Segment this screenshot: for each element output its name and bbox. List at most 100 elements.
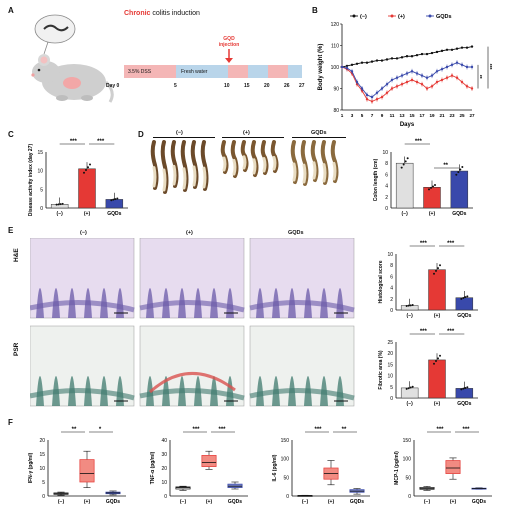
y-tick-label: 2: [390, 297, 393, 303]
panel-label-b: B: [312, 6, 318, 15]
sig-label: **: [342, 427, 347, 433]
x-tick-label: 17: [419, 113, 425, 118]
sig-label: ***: [415, 139, 423, 145]
colon-sample: [290, 140, 299, 184]
panel-a-title-highlight: Chronic: [124, 10, 151, 17]
bar: [423, 187, 441, 209]
data-point: [85, 168, 87, 171]
category-label: GQDs: [350, 499, 364, 505]
data-point: [462, 297, 465, 300]
data-point: [409, 386, 412, 389]
row-label-he: H&E: [13, 248, 20, 262]
category-label: (−): [180, 499, 187, 505]
data-point: [375, 98, 379, 101]
sig-label: ***: [420, 329, 428, 335]
data-point: [420, 52, 424, 56]
sig-label: ***: [490, 64, 496, 70]
colon-sample-tip: [322, 163, 327, 183]
colon-sample-tip: [182, 167, 187, 190]
data-point: [460, 63, 464, 67]
y-tick-label: 6: [385, 172, 388, 178]
y-tick-label: 150: [281, 438, 290, 444]
colon-sample-tip: [152, 166, 157, 188]
y-tick-label: 30: [161, 452, 167, 458]
x-tick-label: 27: [469, 113, 475, 118]
dss-timeline-block: [124, 65, 176, 78]
x-tick-label: 15: [409, 113, 415, 118]
sig-label: **: [443, 163, 448, 169]
bar: [450, 170, 469, 209]
injection-arrow-icon: [225, 49, 233, 68]
y-tick-label: 150: [403, 438, 412, 444]
data-point: [420, 83, 424, 86]
mouse-illustration: [22, 12, 117, 107]
sig-label: ***: [420, 241, 428, 247]
data-point: [450, 63, 454, 67]
sig-label: ***: [192, 427, 200, 433]
panel-a-title-text: colitis induction: [152, 10, 200, 17]
colon-sample: [200, 140, 209, 191]
bar: [78, 168, 96, 209]
sig-label: ***: [218, 427, 226, 433]
bar: [400, 387, 419, 399]
y-tick-label: 100: [331, 65, 340, 71]
box: [201, 455, 217, 467]
data-point: [390, 87, 394, 90]
colon-sample: [230, 140, 239, 178]
tnf-alpha-chart: 0 10 20 30 40 TNF-α (pg/ml) (−) (+) GQDs *** ***: [150, 427, 248, 505]
villus: [256, 288, 264, 318]
colon-sample-tip: [192, 165, 197, 187]
data-point: [405, 304, 408, 307]
muscle-layer: [30, 387, 135, 401]
colon-sample: [150, 140, 159, 190]
data-point: [432, 185, 434, 188]
colon-sample-tip: [172, 164, 177, 186]
data-point: [439, 264, 441, 267]
d-group-gqd: GQDs: [311, 130, 327, 136]
category-label: GQDs: [452, 211, 466, 217]
category-label: GQDs: [228, 499, 242, 505]
data-point: [433, 272, 435, 275]
data-point: [465, 85, 469, 88]
colon-sample-tip: [162, 168, 167, 192]
villus: [256, 376, 264, 406]
data-point: [440, 67, 444, 71]
legend-marker: [390, 14, 394, 18]
data-point: [55, 203, 58, 206]
data-point: [435, 360, 437, 363]
data-point: [112, 198, 115, 201]
data-point: [402, 163, 405, 166]
y-axis-title: IFN-γ (pg/ml): [28, 452, 34, 483]
bar: [400, 305, 419, 311]
y-tick-label: 0: [164, 494, 167, 500]
colon-sample: [310, 140, 319, 182]
panel-label-c: C: [8, 130, 14, 139]
y-tick-label: 0: [408, 494, 411, 500]
dss-label: 3.5% DSS: [128, 69, 152, 75]
panel-label-f: F: [8, 418, 13, 427]
colon-sample-tip: [222, 156, 227, 172]
category-label: (+): [328, 499, 335, 505]
villus: [36, 288, 44, 318]
data-point: [470, 65, 474, 69]
data-point: [365, 61, 369, 64]
y-axis-title: Body weight (%): [318, 44, 324, 91]
muscle-layer: [30, 299, 135, 313]
y-tick-label: 2: [385, 195, 388, 201]
y-tick-label: 0: [390, 308, 393, 314]
d-group-pos: (+): [243, 130, 250, 136]
data-point: [428, 188, 430, 191]
y-axis-title: MCP-1 (pg/ml): [394, 451, 400, 485]
data-point: [437, 357, 439, 360]
e-group-gqd: GQDs: [288, 230, 304, 236]
panel-a-title: Chronic colitis induction: [124, 10, 200, 17]
legend-marker: [352, 14, 356, 18]
data-point: [404, 160, 407, 163]
colon-sample: [250, 140, 259, 177]
day-zero-label: Day 0: [106, 83, 120, 89]
data-point: [461, 165, 464, 168]
data-point: [61, 202, 64, 205]
row-label-psr: PSR: [13, 343, 20, 356]
